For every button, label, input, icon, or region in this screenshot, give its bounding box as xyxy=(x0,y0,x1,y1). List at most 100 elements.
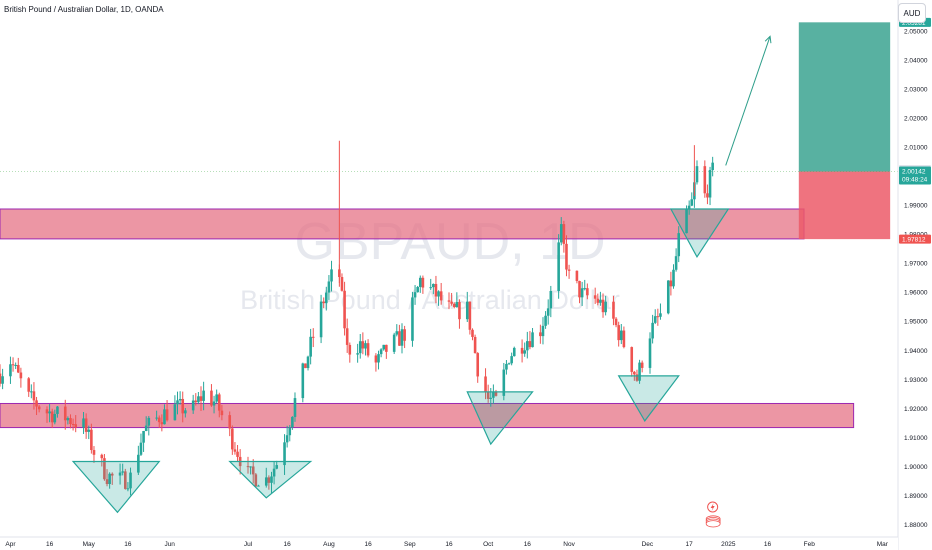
candle-body xyxy=(439,291,443,301)
candle-body xyxy=(322,301,325,304)
candle-body xyxy=(71,424,75,426)
time-axis[interactable]: Apr 16 May 16 Jun Jul 16 Aug 16 Sep 16 Oct 16 Nov Dec 1… xyxy=(0,536,898,550)
candle-body xyxy=(382,344,386,350)
candle-body xyxy=(306,356,310,369)
y-tick-label: 2.05000 xyxy=(904,28,928,35)
candle-body xyxy=(447,300,451,302)
candle-body xyxy=(194,400,198,403)
candle-body xyxy=(651,322,654,339)
pattern-triangle xyxy=(617,375,680,422)
x-tick-label: Jul xyxy=(244,541,253,548)
x-tick-label: Sep xyxy=(404,541,416,548)
arrow-head xyxy=(764,35,772,44)
candle-body xyxy=(685,208,688,234)
candle-body xyxy=(48,411,51,414)
candle-body xyxy=(599,299,602,303)
candle-body xyxy=(614,318,618,326)
candle-body xyxy=(690,199,694,206)
y-tick-label: 2.01000 xyxy=(904,145,928,152)
candle-body xyxy=(343,290,346,329)
price-axis-bg xyxy=(898,0,932,550)
candle-body xyxy=(275,465,279,469)
candle-body xyxy=(90,429,93,451)
x-tick-label: Oct xyxy=(483,541,493,548)
candle-body xyxy=(695,166,699,183)
candle-body xyxy=(233,449,237,452)
candle-body xyxy=(249,466,252,468)
time-axis-bg xyxy=(0,537,898,550)
candle-body xyxy=(687,205,691,209)
candle-body xyxy=(319,301,323,338)
candle-body xyxy=(630,347,634,372)
candle-body xyxy=(531,332,534,348)
candle-body xyxy=(656,316,660,318)
candle-body xyxy=(421,277,425,288)
candle-body xyxy=(118,472,122,476)
candle-body xyxy=(677,233,681,257)
candle-body xyxy=(455,301,459,308)
candle-body xyxy=(53,413,57,423)
candle-body xyxy=(340,277,344,291)
candle-body xyxy=(557,242,560,292)
candle-body xyxy=(358,341,362,354)
y-tick-label: 1.94000 xyxy=(904,348,928,355)
x-tick-label: 16 xyxy=(46,541,54,548)
candle-body xyxy=(593,295,597,299)
currency-button[interactable]: AUD xyxy=(898,3,926,23)
zones-layer xyxy=(0,22,898,429)
candle-body xyxy=(400,329,404,346)
candle-body xyxy=(604,301,607,313)
candle-body xyxy=(622,330,626,348)
candle-body xyxy=(492,391,495,398)
candle-body xyxy=(672,269,675,287)
candle-body xyxy=(165,409,169,421)
candle-body xyxy=(9,364,12,377)
candle-body xyxy=(473,336,477,354)
candle-body xyxy=(416,286,419,293)
candle-body xyxy=(374,355,378,363)
candle-body xyxy=(635,374,639,381)
x-tick-label: Jun xyxy=(164,541,175,548)
candle-body xyxy=(361,341,365,349)
candle-body xyxy=(173,404,177,421)
candle-body xyxy=(703,166,707,194)
event-badges[interactable] xyxy=(705,501,721,528)
candle-body xyxy=(181,398,185,414)
y-tick-label: 1.90000 xyxy=(904,464,928,471)
x-tick-label: Aug xyxy=(323,541,335,548)
candle-body xyxy=(163,409,166,425)
candle-body xyxy=(648,338,652,368)
shapes-layer xyxy=(71,35,772,514)
candle-body xyxy=(202,390,205,401)
candle-body xyxy=(523,350,527,354)
target-zone xyxy=(798,22,891,172)
candle-body xyxy=(526,341,529,351)
candle-body xyxy=(559,224,563,243)
candle-body xyxy=(345,328,349,345)
candle-body xyxy=(35,400,38,407)
candle-body xyxy=(14,364,17,366)
candle-body xyxy=(505,363,508,370)
candle-body xyxy=(327,281,331,293)
candle-body xyxy=(157,417,161,423)
y-tick-label: 1.92000 xyxy=(904,406,928,413)
price-axis[interactable]: 1.88000 1.89000 1.90000 1.91000 1.92000 1.930… xyxy=(897,0,932,550)
candle-body xyxy=(137,454,140,473)
candle-body xyxy=(640,362,644,368)
candle-body xyxy=(507,363,511,365)
candle-body xyxy=(638,362,641,381)
candle-body xyxy=(633,371,636,375)
candle-body xyxy=(510,356,513,364)
candle-body xyxy=(155,417,158,419)
candle-body xyxy=(653,316,657,323)
candle-body xyxy=(434,283,438,297)
pattern-triangle xyxy=(71,460,161,514)
candle-body xyxy=(468,301,472,330)
x-tick-label: Feb xyxy=(804,541,816,548)
candle-body xyxy=(110,473,114,476)
candle-body xyxy=(215,394,218,402)
candle-body xyxy=(411,297,414,341)
candle-body xyxy=(708,169,712,198)
candle-body xyxy=(330,269,333,282)
